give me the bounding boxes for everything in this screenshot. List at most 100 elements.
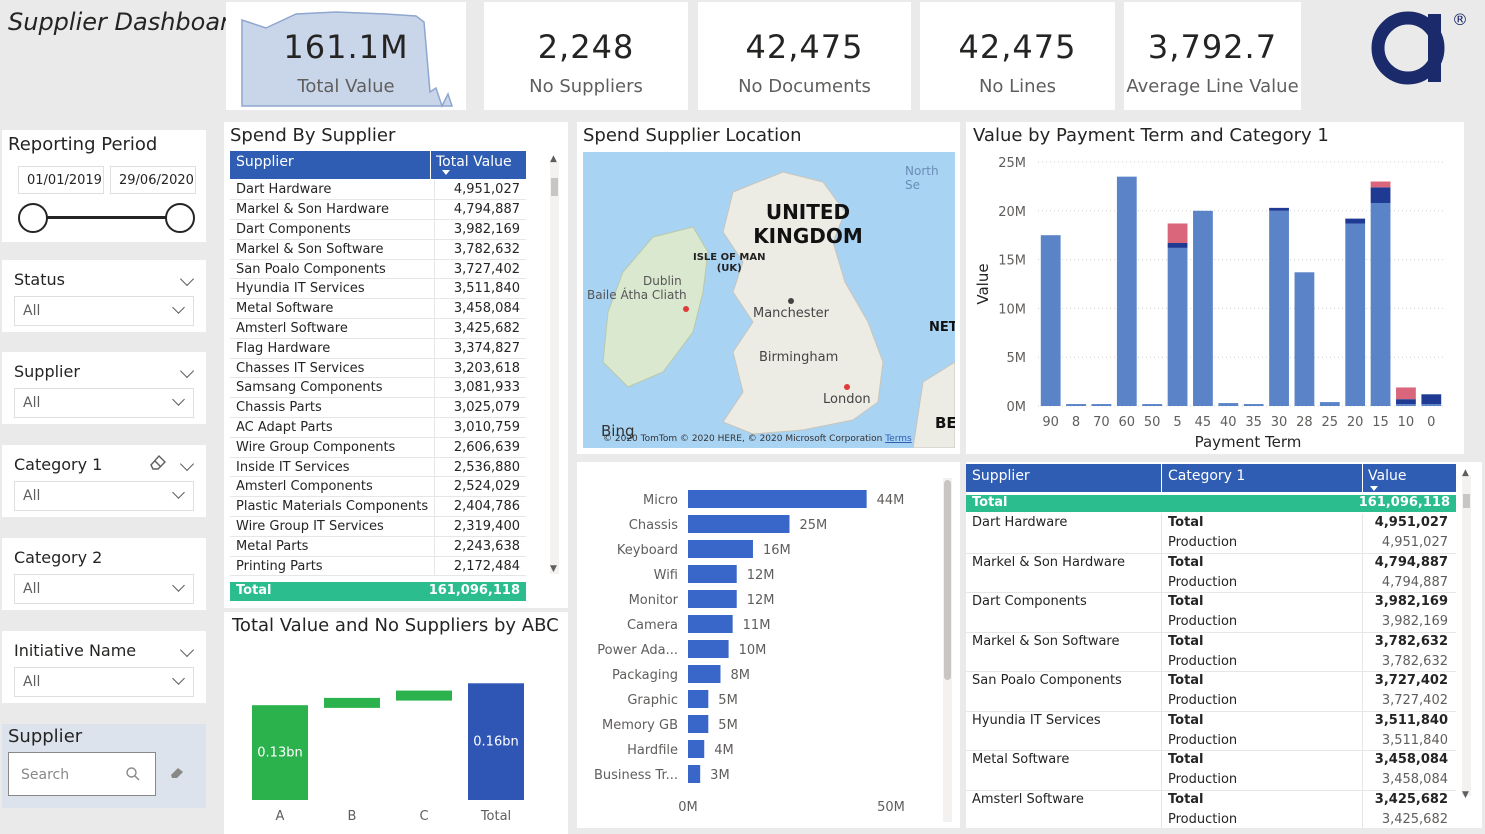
table-row[interactable]: Chasses IT Services 3,203,618 [230,358,526,379]
start-date-input[interactable]: 01/01/2019 [18,166,104,194]
eraser-icon[interactable] [148,453,168,471]
scroll-up-icon[interactable]: ▲ [1462,468,1469,478]
map-terms-link[interactable]: Terms [885,434,912,444]
kpi-average-line-value-card[interactable]: 3,792.7 Average Line Value [1124,2,1301,110]
category-bar[interactable] [688,515,790,533]
initiative-name-dropdown[interactable]: All [14,667,194,697]
payment-term-bar[interactable] [1218,403,1239,406]
scroll-down-icon[interactable]: ▼ [550,564,557,574]
payment-term-bar[interactable] [1116,176,1137,406]
payment-term-bar[interactable] [1396,404,1416,406]
table-row[interactable]: Wire Group IT Services 2,319,400 [230,516,526,537]
payment-term-bar[interactable] [1370,202,1391,406]
category-bar[interactable] [688,690,709,708]
category-bar[interactable] [688,540,753,558]
category2-dropdown[interactable]: All [14,574,194,604]
matrix-row[interactable]: Dart Hardware Total 4,951,027 Production 4,9… [966,514,1456,554]
matrix-row[interactable]: Hyundia IT Services Total 3,511,840 Product… [966,711,1456,751]
table-row[interactable]: Amsterl Components 2,524,029 [230,476,526,498]
category-bar[interactable] [688,590,737,608]
column-header-total-value[interactable]: Total Value [436,154,512,170]
payment-term-bar[interactable] [1421,404,1442,406]
chart-scrollbar[interactable] [943,478,952,822]
payment-term-bar[interactable] [1396,387,1416,400]
status-dropdown[interactable]: All [14,296,194,326]
date-slider-end-handle[interactable] [165,203,195,233]
table-scrollbar[interactable]: ▲ ▼ [550,154,559,574]
table-row[interactable]: Wire Group Components 2,606,639 [230,437,526,458]
table-row[interactable]: Samsang Components 3,081,933 [230,377,526,399]
payment-term-bar[interactable] [1193,210,1213,406]
payment-term-bar[interactable] [1319,402,1340,406]
payment-term-bar[interactable] [1421,394,1442,405]
waterfall-bar[interactable] [396,690,452,701]
chevron-down-icon[interactable] [179,642,195,658]
column-header-supplier[interactable]: Supplier [236,154,294,170]
table-row[interactable]: Plastic Materials Components 2,404,786 [230,496,526,518]
payment-term-bar[interactable] [1345,223,1366,406]
payment-term-bar[interactable] [1142,404,1163,406]
category-bar[interactable] [688,615,733,633]
payment-term-bar[interactable] [1091,404,1112,406]
category-bar[interactable] [688,490,867,508]
matrix-col-category[interactable]: Category 1 [1168,468,1246,484]
matrix-col-value[interactable]: Value [1368,468,1407,484]
category-bar[interactable] [688,715,709,733]
scrollbar-thumb[interactable] [551,178,558,196]
category-bar[interactable] [688,640,729,658]
waterfall-bar[interactable] [252,705,308,800]
payment-term-bar[interactable] [1167,223,1188,244]
map-marker-manchester[interactable] [788,298,794,304]
kpi-no-lines-card[interactable]: 42,475 No Lines [920,2,1115,110]
table-row[interactable]: Printing Parts 2,172,484 [230,556,526,577]
supplier-dropdown[interactable]: All [14,388,194,418]
payment-term-bar[interactable] [1066,404,1086,406]
table-row[interactable]: Amsterl Software 3,425,682 [230,318,526,339]
table-row[interactable]: Hyundia IT Services 3,511,840 [230,278,526,300]
kpi-no-documents-card[interactable]: 42,475 No Documents [698,2,911,110]
table-row[interactable]: Markel & Son Hardware 4,794,887 [230,199,526,221]
waterfall-bar[interactable] [324,697,380,708]
matrix-row[interactable]: Markel & Son Software Total 3,782,632 Produ… [966,632,1456,672]
table-row[interactable]: Inside IT Services 2,536,880 [230,457,526,478]
end-date-input[interactable]: 29/06/2020 [110,166,196,194]
payment-term-bar[interactable] [1167,247,1188,406]
table-row[interactable]: AC Adapt Parts 3,010,759 [230,417,526,438]
scrollbar-thumb[interactable] [944,480,951,680]
table-row[interactable]: Chassis Parts 3,025,079 [230,397,526,419]
matrix-scrollbar[interactable]: ▲ ▼ [1462,468,1471,800]
scrollbar-thumb[interactable] [1463,494,1470,508]
date-slider-start-handle[interactable] [18,203,48,233]
table-row[interactable]: Flag Hardware 3,374,827 [230,338,526,359]
category-bar[interactable] [688,565,737,583]
category1-dropdown[interactable]: All [14,481,194,511]
payment-term-bar[interactable] [1396,399,1416,405]
kpi-total-value-card[interactable]: 161.1M Total Value [226,2,466,110]
payment-term-bar[interactable] [1370,181,1391,188]
matrix-row[interactable]: Metal Software Total 3,458,084 Production 3,… [966,751,1456,791]
payment-term-bar[interactable] [1269,210,1289,406]
payment-term-bar[interactable] [1294,272,1315,406]
table-row[interactable]: Markel & Son Software 3,782,632 [230,239,526,260]
category-bar[interactable] [688,665,721,683]
table-row[interactable]: Metal Parts 2,243,638 [230,536,526,557]
search-input[interactable]: Search [8,752,156,796]
map-marker-london[interactable] [844,384,850,390]
chevron-down-icon[interactable] [179,456,195,472]
payment-term-bar[interactable] [1370,187,1391,203]
payment-term-bar[interactable] [1243,404,1264,406]
matrix-col-supplier[interactable]: Supplier [972,468,1030,484]
table-row[interactable]: San Poalo Components 3,727,402 [230,259,526,280]
payment-term-bar[interactable] [1040,235,1061,406]
table-row[interactable]: Dart Hardware 4,951,027 [230,180,526,201]
scroll-down-icon[interactable]: ▼ [1462,790,1469,800]
payment-term-bar[interactable] [1269,207,1289,211]
matrix-row[interactable]: Amsterl Software Total 3,425,682 Production… [966,790,1456,828]
table-row[interactable]: Metal Software 3,458,084 [230,298,526,320]
category-bar[interactable] [688,740,705,758]
eraser-icon[interactable] [168,764,186,780]
table-row[interactable]: Dart Components 3,982,169 [230,219,526,240]
chevron-down-icon[interactable] [179,363,195,379]
scroll-up-icon[interactable]: ▲ [550,154,557,164]
map-marker-dublin[interactable] [683,306,689,312]
